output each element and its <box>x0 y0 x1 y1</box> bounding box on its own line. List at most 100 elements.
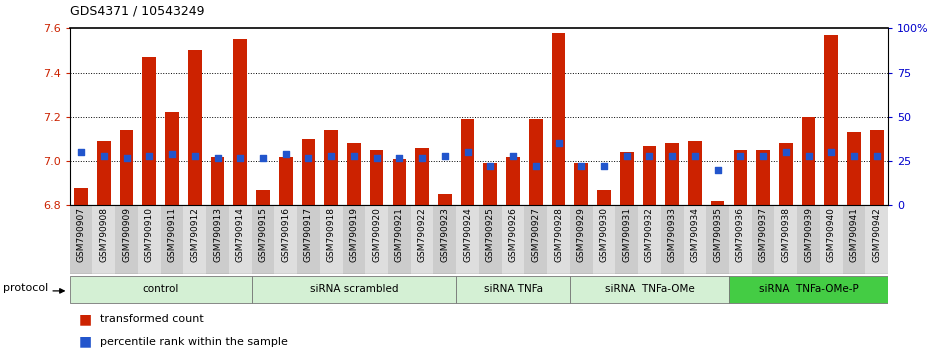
Point <box>256 155 271 160</box>
Bar <box>433 205 457 274</box>
Text: GSM790910: GSM790910 <box>145 207 153 262</box>
Bar <box>575 163 588 205</box>
Bar <box>479 205 501 274</box>
Point <box>483 164 498 169</box>
Text: GSM790929: GSM790929 <box>577 207 586 262</box>
Text: control: control <box>142 284 179 294</box>
Bar <box>70 276 252 303</box>
Bar <box>142 57 156 205</box>
Bar <box>665 143 679 205</box>
Bar <box>684 205 706 274</box>
Bar <box>592 205 616 274</box>
Text: GSM790936: GSM790936 <box>736 207 745 262</box>
Point <box>801 153 816 159</box>
Bar <box>279 156 293 205</box>
Point <box>733 153 748 159</box>
Bar <box>92 205 115 274</box>
Text: GDS4371 / 10543249: GDS4371 / 10543249 <box>70 5 205 18</box>
Text: siRNA scrambled: siRNA scrambled <box>310 284 398 294</box>
Text: GSM790928: GSM790928 <box>554 207 563 262</box>
Point <box>687 153 702 159</box>
Text: transformed count: transformed count <box>100 314 204 324</box>
Text: protocol: protocol <box>4 283 48 293</box>
Bar <box>347 143 361 205</box>
Bar <box>460 119 474 205</box>
Text: GSM790938: GSM790938 <box>781 207 790 262</box>
Point <box>165 151 179 157</box>
Text: GSM790909: GSM790909 <box>122 207 131 262</box>
Bar <box>97 141 111 205</box>
Bar <box>166 113 179 205</box>
Point <box>97 153 112 159</box>
Point <box>528 164 543 169</box>
Text: siRNA  TNFa-OMe-P: siRNA TNFa-OMe-P <box>759 284 858 294</box>
Bar <box>751 205 775 274</box>
Point <box>369 155 384 160</box>
Bar <box>688 141 702 205</box>
Point <box>506 153 521 159</box>
Bar <box>301 139 315 205</box>
Text: GSM790922: GSM790922 <box>418 207 427 262</box>
Text: GSM790916: GSM790916 <box>281 207 290 262</box>
Bar <box>547 205 570 274</box>
Bar <box>825 35 838 205</box>
Point <box>392 155 406 160</box>
Point <box>870 153 884 159</box>
Bar <box>506 156 520 205</box>
Bar <box>206 205 229 274</box>
Bar <box>729 205 751 274</box>
Bar <box>70 205 92 274</box>
Bar <box>570 276 729 303</box>
Text: GSM790908: GSM790908 <box>100 207 109 262</box>
Text: GSM790919: GSM790919 <box>350 207 358 262</box>
Bar <box>229 205 252 274</box>
Text: GSM790932: GSM790932 <box>644 207 654 262</box>
Bar <box>616 205 638 274</box>
Point <box>324 153 339 159</box>
Text: GSM790923: GSM790923 <box>440 207 449 262</box>
Point <box>142 153 157 159</box>
Bar <box>843 205 866 274</box>
Text: GSM790931: GSM790931 <box>622 207 631 262</box>
Bar <box>211 156 224 205</box>
Bar <box>416 148 429 205</box>
Point <box>778 149 793 155</box>
Text: siRNA TNFa: siRNA TNFa <box>484 284 542 294</box>
Bar <box>274 205 297 274</box>
Text: GSM790927: GSM790927 <box>531 207 540 262</box>
Bar <box>638 205 661 274</box>
Point <box>711 167 725 173</box>
Text: GSM790920: GSM790920 <box>372 207 381 262</box>
Point <box>642 153 657 159</box>
Bar <box>183 205 206 274</box>
Bar <box>797 205 820 274</box>
Bar <box>501 205 525 274</box>
Bar <box>392 159 406 205</box>
Point <box>619 153 634 159</box>
Bar <box>847 132 861 205</box>
Text: GSM790912: GSM790912 <box>191 207 199 262</box>
Point <box>232 155 247 160</box>
Text: GSM790917: GSM790917 <box>304 207 313 262</box>
Text: GSM790939: GSM790939 <box>804 207 813 262</box>
Bar <box>551 33 565 205</box>
Point <box>347 153 362 159</box>
Bar <box>643 145 657 205</box>
Point <box>301 155 316 160</box>
Text: GSM790913: GSM790913 <box>213 207 222 262</box>
Bar <box>729 276 888 303</box>
Bar <box>706 205 729 274</box>
Text: GSM790935: GSM790935 <box>713 207 723 262</box>
Text: GSM790941: GSM790941 <box>849 207 858 262</box>
Bar <box>325 130 338 205</box>
Bar <box>74 188 88 205</box>
Bar <box>525 205 547 274</box>
Text: GSM790915: GSM790915 <box>259 207 268 262</box>
Text: GSM790930: GSM790930 <box>600 207 608 262</box>
Bar <box>161 205 183 274</box>
Text: GSM790921: GSM790921 <box>395 207 404 262</box>
Bar <box>256 190 270 205</box>
Bar <box>297 205 320 274</box>
Point <box>210 155 225 160</box>
Bar <box>438 194 452 205</box>
